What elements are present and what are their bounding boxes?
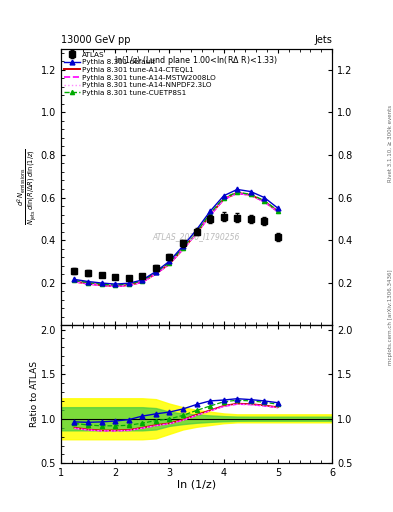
Y-axis label: $\frac{d^2 N_\mathrm{emissions}}{N_\mathrm{jets}\,d\ln(R/\Delta R)\,d\ln(1/z)}$: $\frac{d^2 N_\mathrm{emissions}}{N_\math… [16,148,39,225]
Pythia 8.301 tune-CUETP8S1 [221,195,226,201]
Pythia 8.301 tune-A14-NNPDF2.3LO [72,279,77,285]
Pythia 8.301 default [113,281,118,287]
Pythia 8.301 tune-A14-MSTW2008LO [126,282,131,288]
Pythia 8.301 tune-CUETP8S1 [167,260,172,266]
Text: 13000 GeV pp: 13000 GeV pp [61,35,130,45]
Pythia 8.301 tune-CUETP8S1 [153,269,158,275]
Pythia 8.301 tune-CUETP8S1 [126,281,131,287]
Pythia 8.301 tune-A14-NNPDF2.3LO [153,271,158,277]
Pythia 8.301 tune-A14-CTEQL1 [194,230,199,237]
Pythia 8.301 tune-A14-MSTW2008LO [113,283,118,289]
Pythia 8.301 tune-A14-MSTW2008LO [181,246,185,252]
X-axis label: ln (1/z): ln (1/z) [177,480,216,489]
Pythia 8.301 tune-CUETP8S1 [262,198,266,204]
Pythia 8.301 tune-A14-NNPDF2.3LO [181,246,185,252]
Pythia 8.301 tune-A14-MSTW2008LO [99,282,104,288]
Text: ATLAS_2020_I1790256: ATLAS_2020_I1790256 [153,232,240,241]
Pythia 8.301 tune-A14-CTEQL1 [248,192,253,198]
Pythia 8.301 default [126,280,131,286]
Pythia 8.301 tune-A14-MSTW2008LO [153,271,158,277]
Pythia 8.301 default [99,280,104,286]
Pythia 8.301 default [221,193,226,199]
Pythia 8.301 tune-CUETP8S1 [99,281,104,287]
Pythia 8.301 tune-A14-NNPDF2.3LO [208,212,212,219]
Pythia 8.301 tune-A14-MSTW2008LO [194,230,199,237]
Pythia 8.301 tune-A14-NNPDF2.3LO [275,209,280,215]
Pythia 8.301 default [153,268,158,274]
Line: Pythia 8.301 default: Pythia 8.301 default [72,187,280,287]
Pythia 8.301 default [72,276,77,283]
Pythia 8.301 default [248,188,253,195]
Pythia 8.301 tune-A14-MSTW2008LO [167,261,172,267]
Pythia 8.301 tune-A14-NNPDF2.3LO [235,190,240,196]
Pythia 8.301 tune-A14-NNPDF2.3LO [167,261,172,267]
Pythia 8.301 tune-A14-MSTW2008LO [86,281,90,287]
Pythia 8.301 tune-A14-CTEQL1 [181,246,185,252]
Pythia 8.301 tune-A14-CTEQL1 [113,283,118,289]
Pythia 8.301 tune-A14-NNPDF2.3LO [140,279,145,285]
Pythia 8.301 tune-A14-CTEQL1 [208,212,212,218]
Text: ln(1/z) (Lund plane 1.00<ln(R$\Delta$ R)<1.33): ln(1/z) (Lund plane 1.00<ln(R$\Delta$ R)… [114,54,279,67]
Pythia 8.301 tune-A14-MSTW2008LO [208,212,212,219]
Pythia 8.301 default [208,208,212,215]
Pythia 8.301 tune-A14-NNPDF2.3LO [221,197,226,203]
Pythia 8.301 tune-A14-MSTW2008LO [72,279,77,285]
Pythia 8.301 tune-A14-CTEQL1 [235,190,240,196]
Pythia 8.301 tune-A14-CTEQL1 [86,281,90,287]
Pythia 8.301 tune-CUETP8S1 [275,208,280,214]
Line: Pythia 8.301 tune-A14-MSTW2008LO: Pythia 8.301 tune-A14-MSTW2008LO [75,193,278,286]
Pythia 8.301 tune-A14-CTEQL1 [99,282,104,288]
Pythia 8.301 tune-A14-CTEQL1 [126,282,131,288]
Pythia 8.301 default [167,258,172,264]
Pythia 8.301 tune-A14-CTEQL1 [140,279,145,285]
Pythia 8.301 tune-CUETP8S1 [113,282,118,288]
Pythia 8.301 tune-A14-CTEQL1 [275,208,280,215]
Text: Jets: Jets [314,35,332,45]
Pythia 8.301 tune-A14-MSTW2008LO [221,197,226,203]
Pythia 8.301 tune-A14-MSTW2008LO [275,209,280,215]
Pythia 8.301 tune-A14-CTEQL1 [262,198,266,204]
Pythia 8.301 tune-CUETP8S1 [235,189,240,195]
Pythia 8.301 default [140,277,145,283]
Legend: ATLAS, Pythia 8.301 default, Pythia 8.301 tune-A14-CTEQL1, Pythia 8.301 tune-A14: ATLAS, Pythia 8.301 default, Pythia 8.30… [63,51,216,97]
Y-axis label: Ratio to ATLAS: Ratio to ATLAS [30,361,39,427]
Pythia 8.301 tune-A14-NNPDF2.3LO [126,282,131,288]
Pythia 8.301 tune-A14-NNPDF2.3LO [194,230,199,237]
Text: mcplots.cern.ch [arXiv:1306.3436]: mcplots.cern.ch [arXiv:1306.3436] [388,270,393,365]
Pythia 8.301 tune-A14-MSTW2008LO [262,199,266,205]
Line: Pythia 8.301 tune-A14-CTEQL1: Pythia 8.301 tune-A14-CTEQL1 [75,193,278,286]
Pythia 8.301 tune-CUETP8S1 [248,191,253,198]
Pythia 8.301 tune-CUETP8S1 [86,280,90,286]
Pythia 8.301 default [86,279,90,285]
Pythia 8.301 tune-A14-MSTW2008LO [248,193,253,199]
Pythia 8.301 tune-A14-MSTW2008LO [140,279,145,285]
Pythia 8.301 tune-A14-CTEQL1 [72,279,77,285]
Pythia 8.301 tune-CUETP8S1 [181,245,185,251]
Pythia 8.301 tune-A14-MSTW2008LO [235,190,240,196]
Pythia 8.301 tune-A14-NNPDF2.3LO [86,281,90,287]
Pythia 8.301 tune-A14-NNPDF2.3LO [113,283,118,289]
Text: Rivet 3.1.10, ≥ 300k events: Rivet 3.1.10, ≥ 300k events [388,105,393,182]
Line: Pythia 8.301 tune-A14-NNPDF2.3LO: Pythia 8.301 tune-A14-NNPDF2.3LO [75,193,278,286]
Pythia 8.301 tune-CUETP8S1 [208,210,212,217]
Line: Pythia 8.301 tune-CUETP8S1: Pythia 8.301 tune-CUETP8S1 [72,190,280,287]
Pythia 8.301 tune-A14-NNPDF2.3LO [99,282,104,288]
Pythia 8.301 default [194,227,199,233]
Pythia 8.301 tune-CUETP8S1 [194,229,199,235]
Pythia 8.301 tune-A14-CTEQL1 [221,196,226,202]
Pythia 8.301 default [262,195,266,201]
Pythia 8.301 tune-CUETP8S1 [72,278,77,284]
Pythia 8.301 default [235,186,240,193]
Pythia 8.301 tune-A14-NNPDF2.3LO [262,199,266,205]
Pythia 8.301 default [181,243,185,249]
Pythia 8.301 tune-A14-CTEQL1 [153,270,158,276]
Pythia 8.301 default [275,205,280,211]
Pythia 8.301 tune-CUETP8S1 [140,278,145,284]
Pythia 8.301 tune-A14-NNPDF2.3LO [248,193,253,199]
Pythia 8.301 tune-A14-CTEQL1 [167,261,172,267]
